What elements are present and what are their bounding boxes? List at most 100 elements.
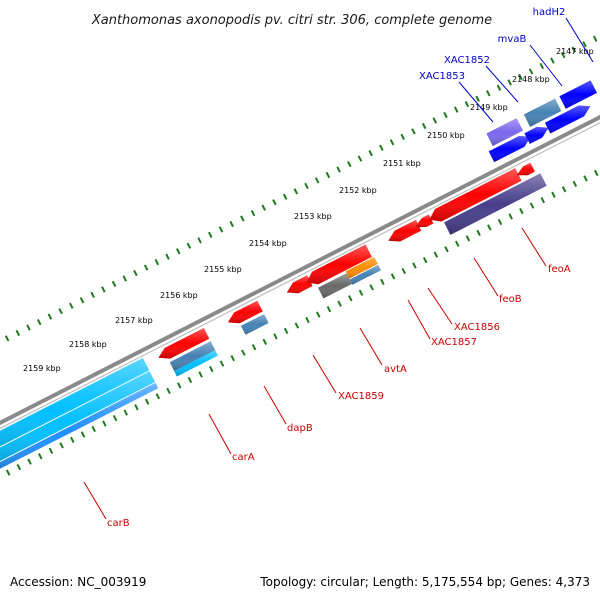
gene-label-mvab[interactable]: mvaB [498, 34, 563, 87]
inner-tick-mark [166, 387, 171, 394]
inner-tick-mark [444, 246, 449, 253]
gene-xac1852[interactable] [523, 98, 562, 127]
outer-tick-mark [443, 111, 448, 119]
gene-label-text[interactable]: carA [232, 452, 255, 463]
gene-label-text[interactable]: feoA [548, 264, 571, 275]
gene-features [0, 80, 597, 479]
leader-line [359, 327, 383, 366]
gene-label-dapb[interactable]: dapB [263, 385, 313, 434]
inner-tick-mark [187, 376, 193, 384]
outer-tick-mark [208, 231, 213, 239]
gene-hadh2-part[interactable] [544, 105, 591, 134]
tick-label-2158: 2158 kbp [69, 340, 107, 349]
gene-label-xac1859[interactable]: XAC1859 [312, 354, 384, 402]
leader-line [263, 385, 287, 425]
gene-label-carb[interactable]: carB [83, 481, 130, 529]
gene-carb-edge[interactable] [0, 382, 159, 479]
outer-tick-mark [90, 291, 95, 298]
gene-label-avta[interactable]: avtA [359, 327, 407, 375]
gene-avta-edge[interactable] [349, 264, 381, 285]
outer-tick-mark [347, 160, 352, 168]
inner-tick-mark [219, 360, 225, 367]
gene-carb-red[interactable] [0, 358, 150, 460]
outer-tick-mark [571, 46, 577, 53]
gene-xac1857-shading [388, 219, 422, 242]
gene-mvab-part-shading [524, 126, 549, 144]
gene-label-text[interactable]: XAC1852 [444, 55, 490, 66]
inner-tick-mark [422, 256, 428, 264]
inner-tick-mark [251, 344, 257, 351]
gene-red-3[interactable] [286, 275, 313, 294]
gene-red-2[interactable] [227, 300, 263, 324]
gene-dapb[interactable] [240, 314, 269, 335]
gene-label-text[interactable]: dapB [287, 423, 313, 434]
gene-label-cara[interactable]: carA [208, 413, 255, 463]
gene-label-xac1852[interactable]: XAC1852 [444, 55, 519, 103]
inner-tick-mark [433, 251, 439, 258]
gene-red-small[interactable] [415, 214, 434, 228]
inner-tick-mark [80, 431, 86, 438]
gene-label-text[interactable]: XAC1853 [419, 71, 465, 82]
gene-mvab-part[interactable] [524, 126, 549, 144]
gene-label-text[interactable]: feoB [499, 294, 522, 305]
gene-avta[interactable] [345, 256, 378, 279]
inner-tick-mark [572, 180, 578, 187]
gene-label-feob[interactable]: feoB [473, 257, 522, 305]
gene-feoa[interactable] [516, 162, 535, 176]
gene-label-text[interactable]: hadH2 [533, 7, 566, 18]
gene-dapb-shading [240, 314, 269, 335]
gene-red-4[interactable] [429, 168, 522, 222]
outer-tick-mark [69, 302, 74, 309]
gene-hadh2[interactable] [559, 80, 597, 109]
inner-tick-mark [59, 442, 64, 449]
gene-label-xac1857[interactable]: XAC1857 [407, 299, 477, 348]
gene-cara[interactable] [174, 350, 218, 377]
inner-tick-mark [294, 322, 300, 329]
gene-label-hadh2[interactable]: hadH2 [533, 7, 594, 63]
inner-tick-mark [16, 463, 22, 471]
outer-tick-mark [240, 215, 245, 222]
gene-label-text[interactable]: avtA [384, 364, 407, 375]
inner-tick-mark [326, 306, 332, 313]
inner-tick-mark [48, 447, 54, 454]
inner-tick-mark [497, 218, 503, 226]
inner-tick-mark [540, 197, 546, 204]
outer-tick-mark [400, 133, 405, 140]
leader-line [312, 354, 337, 394]
gene-red-1[interactable] [158, 328, 210, 359]
inner-tick-mark [112, 414, 118, 422]
outer-tick-mark [368, 150, 373, 157]
inner-tick-mark [241, 349, 246, 356]
gene-label-text[interactable]: XAC1857 [431, 337, 477, 348]
gene-mvab[interactable] [488, 136, 531, 163]
gene-red-1-shading [158, 328, 210, 359]
tick-label-2149: 2149 kbp [470, 103, 508, 112]
outer-tick-mark [133, 269, 138, 277]
gene-label-xac1853[interactable]: XAC1853 [419, 71, 494, 123]
gene-carb-red-shading [0, 358, 150, 447]
gene-label-text[interactable]: XAC1856 [454, 322, 500, 333]
gene-label-feoa[interactable]: feoA [521, 227, 571, 275]
gene-label-text[interactable]: mvaB [498, 34, 527, 45]
outer-tick-mark [111, 280, 117, 288]
gene-label-xac1856[interactable]: XAC1856 [427, 287, 500, 333]
outer-tick-mark [314, 177, 320, 184]
tick-label-2151: 2151 kbp [383, 159, 421, 168]
outer-tick-mark [175, 248, 181, 255]
gene-label-text[interactable]: XAC1859 [338, 391, 384, 402]
gene-xac1857[interactable] [388, 219, 422, 242]
gene-xac1859[interactable] [318, 273, 352, 299]
gene-label-text[interactable]: carB [107, 518, 130, 529]
gene-xac1853[interactable] [486, 118, 523, 146]
leader-line [485, 65, 519, 103]
gene-feob[interactable] [444, 173, 547, 235]
inner-tick-mark [519, 207, 524, 215]
gene-xac1856[interactable] [306, 244, 372, 285]
outer-tick-mark [186, 242, 192, 249]
gene-dapb-a[interactable] [169, 341, 216, 372]
outer-tick-mark [36, 318, 42, 326]
tick-label-2153: 2153 kbp [294, 212, 332, 221]
outer-tick-mark [389, 139, 395, 146]
outer-tick-mark [560, 51, 566, 59]
gene-carb[interactable] [0, 371, 156, 473]
